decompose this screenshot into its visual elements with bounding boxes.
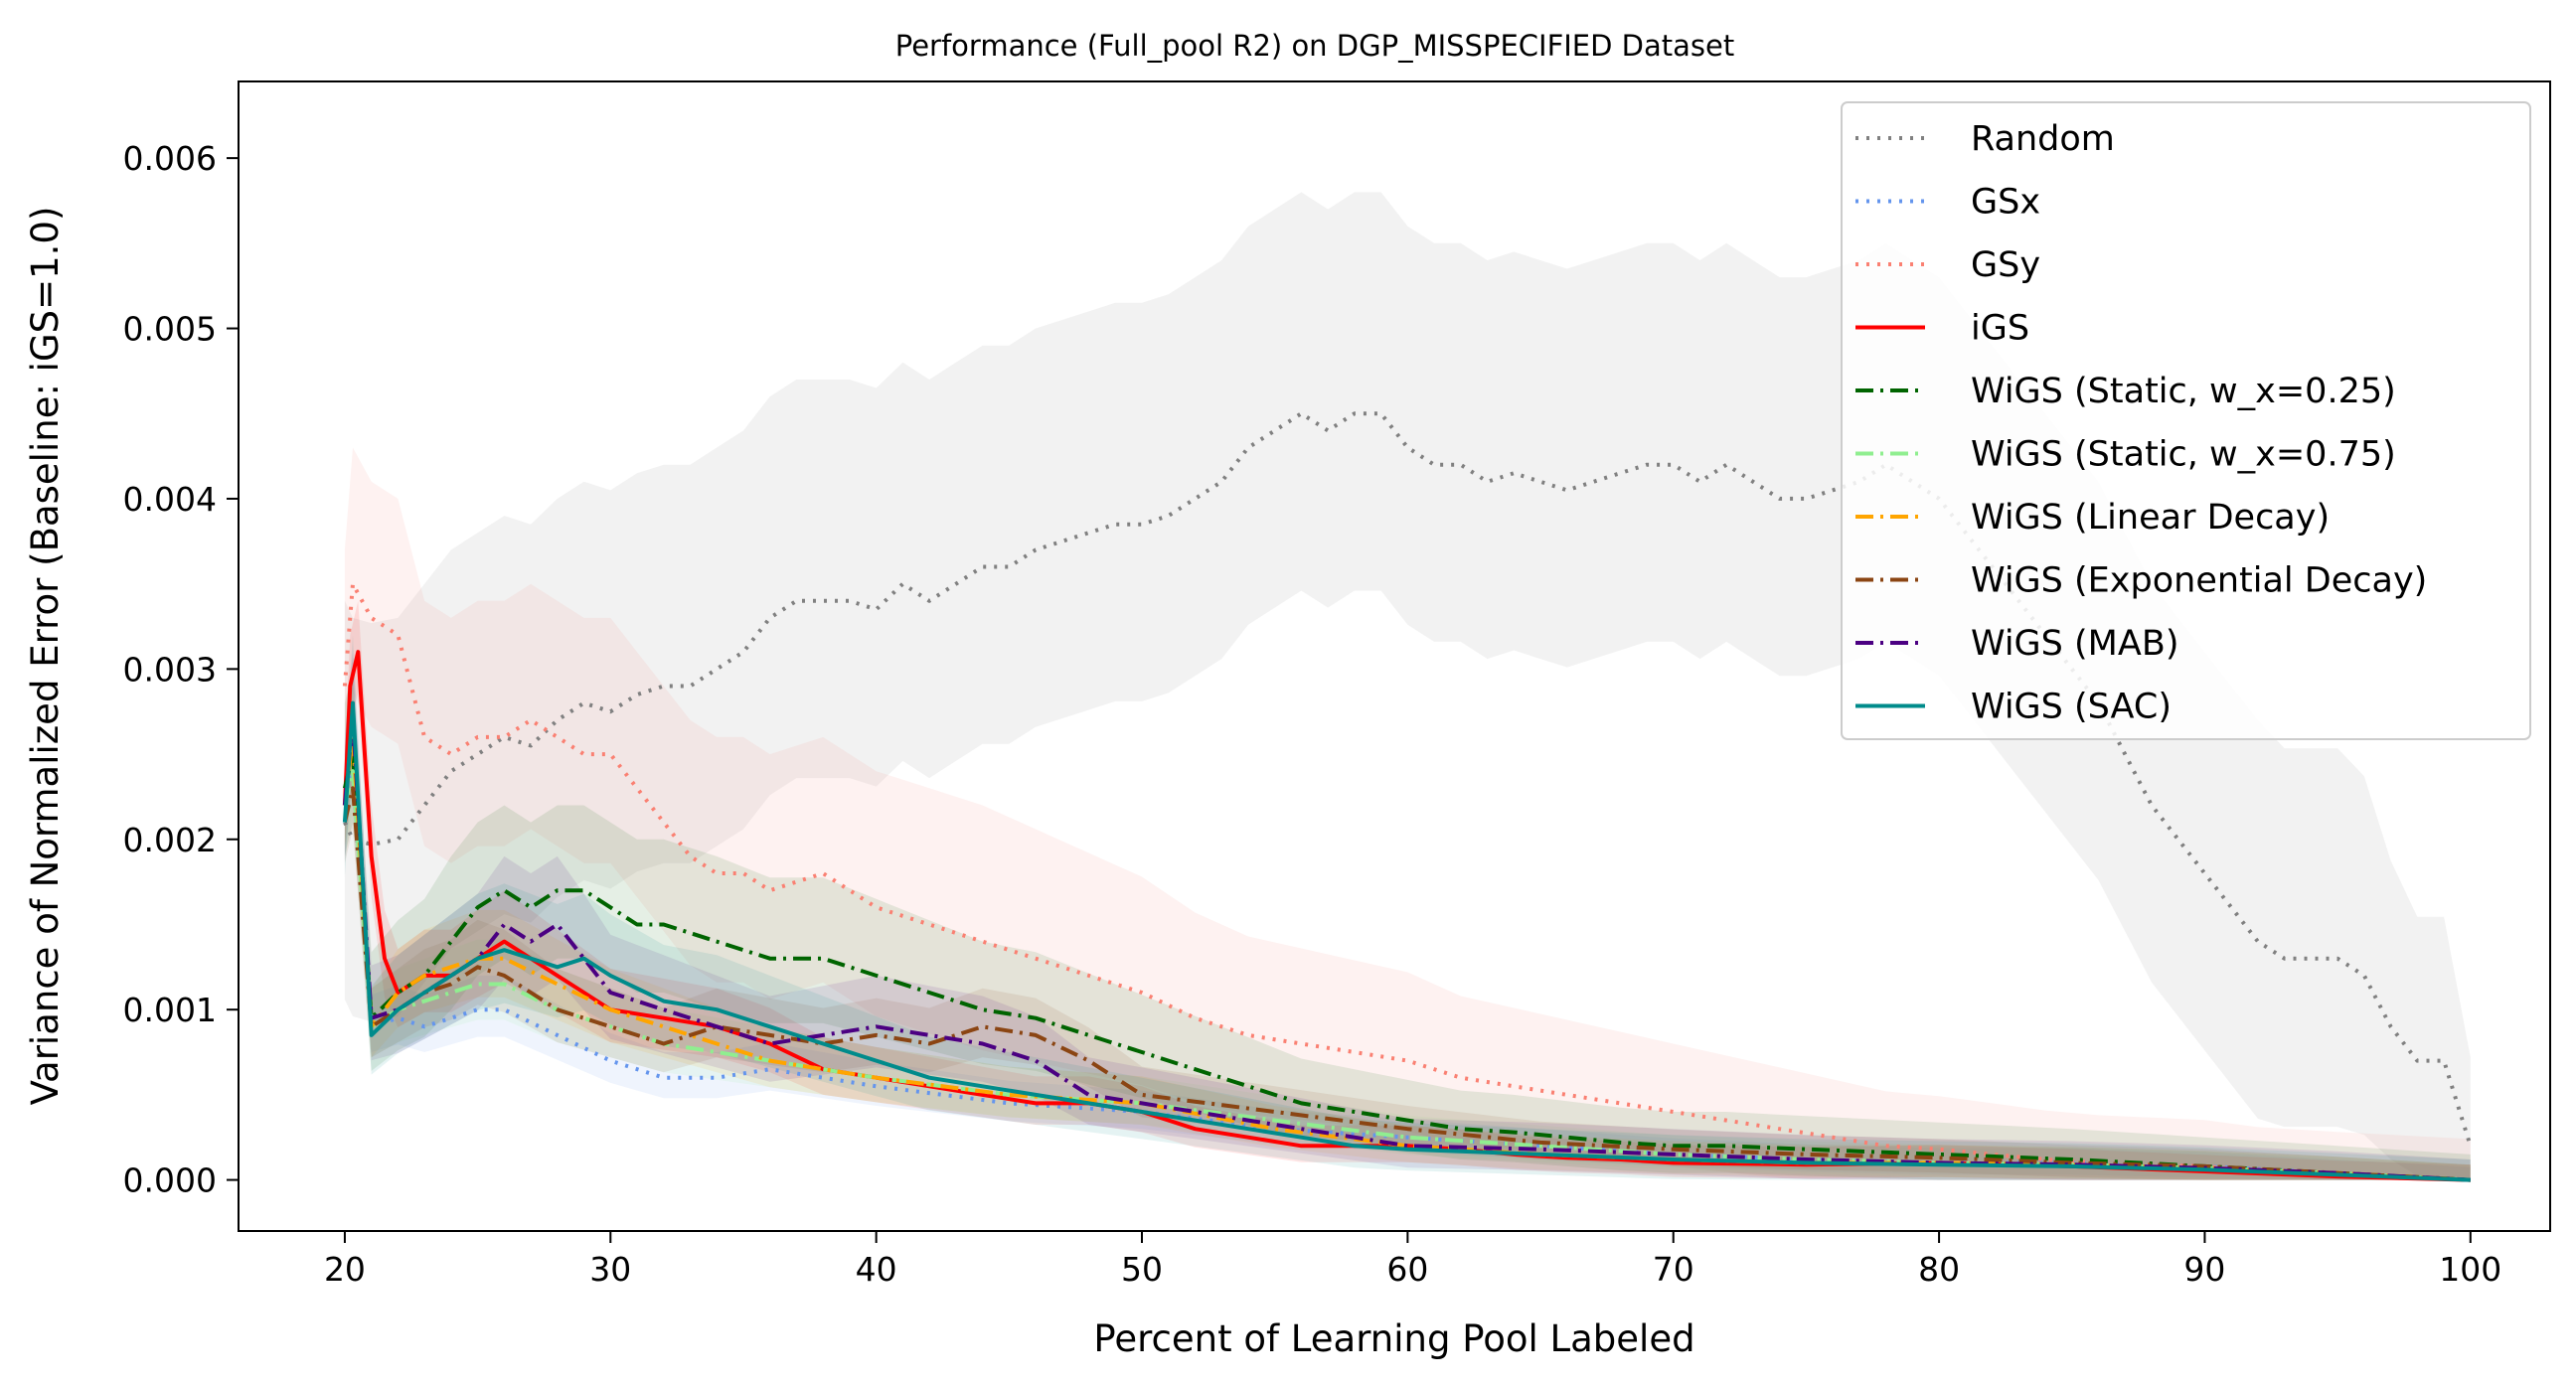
y-tick-label: 0.000 [123, 1161, 217, 1200]
x-tick-label: 90 [2183, 1250, 2225, 1289]
series-lines [342, 411, 2473, 1182]
x-axis: 20 30 40 50 60 70 80 90 100 [324, 1231, 2501, 1289]
y-tick-label: 0.001 [123, 991, 217, 1029]
x-tick-label: 80 [1918, 1250, 1960, 1289]
series-line-gsx [343, 769, 2471, 1182]
band-wigs-static-w-x-0-25 [344, 669, 2471, 1180]
legend-label-wigs-mab: WiGS (MAB) [1971, 624, 2179, 664]
plot-frame [238, 80, 2551, 1232]
series-line-wigs-exponential-decay [342, 786, 2471, 1182]
series-line-wigs-static-w-x-0-25 [342, 752, 2471, 1182]
y-axis-label: Variance of Normalized Error (Baseline: … [24, 207, 67, 1106]
x-tick-label: 30 [589, 1250, 631, 1289]
x-tick-label: 60 [1386, 1250, 1428, 1289]
legend-label-wigs-linear-decay: WiGS (Linear Decay) [1971, 498, 2330, 538]
band-wigs-mab [344, 652, 2471, 1180]
legend: Random GSx GSy iGS WiGS (Static, w_x=0.25) Wi… [1841, 101, 2531, 740]
x-tick-label: 50 [1121, 1250, 1163, 1289]
y-tick-label: 0.004 [123, 480, 217, 519]
x-tick-label: 100 [2439, 1250, 2501, 1289]
y-tick-label: 0.003 [123, 650, 217, 689]
series-line-wigs-sac [342, 700, 2471, 1182]
legend-label-wigs-static-w-x-0-75: WiGS (Static, w_x=0.75) [1971, 435, 2396, 475]
y-tick-label: 0.002 [123, 821, 217, 859]
y-tick-label: 0.006 [123, 139, 217, 178]
legend-label-wigs-static-w-x-0-25: WiGS (Static, w_x=0.25) [1971, 372, 2396, 411]
band-wigs-linear-decay [344, 686, 2471, 1180]
series-line-wigs-linear-decay [342, 734, 2471, 1182]
x-tick-label: 40 [856, 1250, 897, 1289]
legend-label-wigs-exponential-decay: WiGS (Exponential Decay) [1971, 561, 2427, 601]
x-tick-label: 20 [324, 1250, 366, 1289]
legend-label-random: Random [1971, 119, 2115, 159]
legend-label-gsx: GSx [1971, 183, 2040, 223]
series-line-gsy [342, 581, 2471, 1182]
band-wigs-sac [344, 635, 2471, 1180]
series-line-igs [342, 650, 2471, 1182]
band-gsx [344, 728, 2471, 1180]
band-gsy [344, 447, 2471, 1180]
series-line-wigs-static-w-x-0-75 [342, 769, 2471, 1182]
chart-title: Performance (Full_pool R2) on DGP_MISSPE… [895, 29, 1735, 63]
legend-label-wigs-sac: WiGS (SAC) [1971, 688, 2172, 727]
band-wigs-static-w-x-0-75 [344, 719, 2471, 1180]
y-tick-label: 0.005 [123, 310, 217, 349]
x-axis-label: Percent of Learning Pool Labeled [1093, 1317, 1694, 1360]
legend-label-igs: iGS [1971, 309, 2029, 349]
legend-box [1841, 101, 2531, 740]
y-axis: 0.000 0.001 0.002 0.003 0.004 0.005 0.006 [123, 139, 239, 1200]
legend-label-gsy: GSy [1971, 245, 2040, 285]
x-tick-label: 70 [1653, 1250, 1694, 1289]
